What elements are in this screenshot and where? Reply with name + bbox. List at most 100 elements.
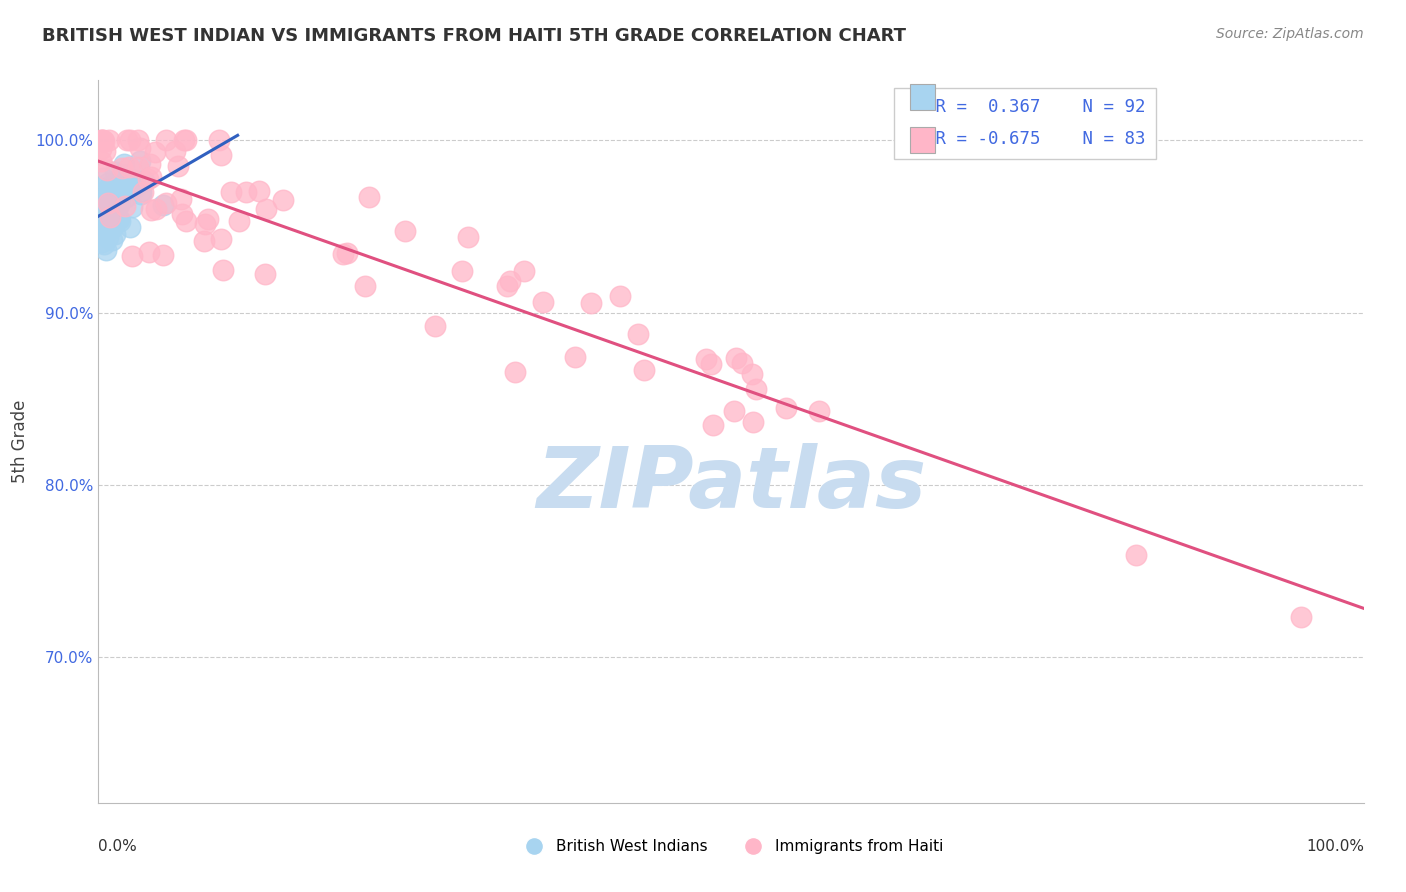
Point <box>117 173 139 187</box>
Point <box>194 217 217 231</box>
Point <box>98 180 121 194</box>
Point <box>91 170 114 185</box>
Point <box>115 190 138 204</box>
Point <box>101 194 124 208</box>
Point <box>93 144 115 158</box>
Point <box>1289 610 1312 624</box>
Point <box>90 196 112 211</box>
Point <box>91 133 114 147</box>
Point <box>152 198 174 212</box>
Point <box>97 196 120 211</box>
Point <box>98 215 121 229</box>
Point <box>155 196 177 211</box>
Point <box>138 244 160 259</box>
Point <box>91 209 114 223</box>
Text: 100.0%: 100.0% <box>1306 838 1364 854</box>
Point <box>121 249 143 263</box>
Point <box>104 227 127 241</box>
Point <box>219 185 242 199</box>
Point <box>134 174 156 188</box>
Point <box>103 182 125 196</box>
Point <box>89 194 111 208</box>
Point <box>1125 548 1147 562</box>
Point <box>93 236 115 251</box>
Y-axis label: 5th Grade: 5th Grade <box>11 400 28 483</box>
Point <box>166 159 188 173</box>
Point <box>271 193 294 207</box>
Point <box>96 211 118 225</box>
Point <box>90 195 112 210</box>
Point <box>742 415 765 429</box>
Point <box>731 356 754 370</box>
Point <box>208 133 231 147</box>
Point <box>254 202 277 217</box>
Point <box>96 225 118 239</box>
Point <box>139 170 162 185</box>
Point <box>107 186 129 200</box>
Point <box>93 198 115 212</box>
Point <box>129 184 152 198</box>
Point <box>100 233 122 247</box>
Point <box>425 319 447 334</box>
Point <box>627 326 650 341</box>
Point <box>354 279 377 293</box>
Point <box>90 211 112 225</box>
Point <box>121 172 143 186</box>
Point <box>633 362 655 376</box>
Point <box>193 234 215 248</box>
Point <box>93 219 115 234</box>
Point <box>89 211 111 226</box>
Point <box>87 201 110 215</box>
Point <box>90 153 112 168</box>
Point <box>174 214 197 228</box>
Point <box>145 202 167 216</box>
Point <box>96 210 118 224</box>
Point <box>87 192 110 206</box>
Point <box>90 142 112 156</box>
Point <box>111 161 134 175</box>
Point <box>499 274 522 288</box>
Point <box>173 133 195 147</box>
Point <box>98 180 121 194</box>
Point <box>118 160 141 174</box>
Text: R =  0.367    N = 92
   R = -0.675    N = 83: R = 0.367 N = 92 R = -0.675 N = 83 <box>904 98 1146 148</box>
Point <box>115 133 138 147</box>
Point <box>127 160 149 174</box>
Point <box>235 185 257 199</box>
Point <box>209 232 232 246</box>
Point <box>91 235 114 250</box>
Point <box>100 213 122 227</box>
Point <box>139 157 162 171</box>
Point <box>89 208 111 222</box>
Point <box>118 174 141 188</box>
Point <box>90 223 112 237</box>
Point <box>128 153 150 168</box>
Point <box>564 350 586 364</box>
Point <box>108 214 131 228</box>
Point <box>91 220 114 235</box>
Point <box>745 383 768 397</box>
Point <box>90 219 112 233</box>
Point <box>531 294 554 309</box>
Point <box>725 351 748 365</box>
Point <box>98 210 121 224</box>
Point <box>359 190 381 204</box>
Point <box>108 198 131 212</box>
Point <box>96 244 118 258</box>
Point <box>89 213 111 227</box>
Point <box>90 224 112 238</box>
Point <box>132 185 155 199</box>
Point <box>513 264 536 278</box>
Point <box>700 357 723 371</box>
Point <box>118 133 141 147</box>
Point <box>139 202 162 217</box>
Point <box>104 185 127 199</box>
Point <box>170 192 193 206</box>
Legend: British West Indians, Immigrants from Haiti: British West Indians, Immigrants from Ha… <box>513 833 949 860</box>
Point <box>129 186 152 201</box>
Point <box>174 133 197 147</box>
Point <box>336 245 359 260</box>
Point <box>91 213 114 227</box>
Point <box>723 404 745 418</box>
Point <box>100 201 122 215</box>
